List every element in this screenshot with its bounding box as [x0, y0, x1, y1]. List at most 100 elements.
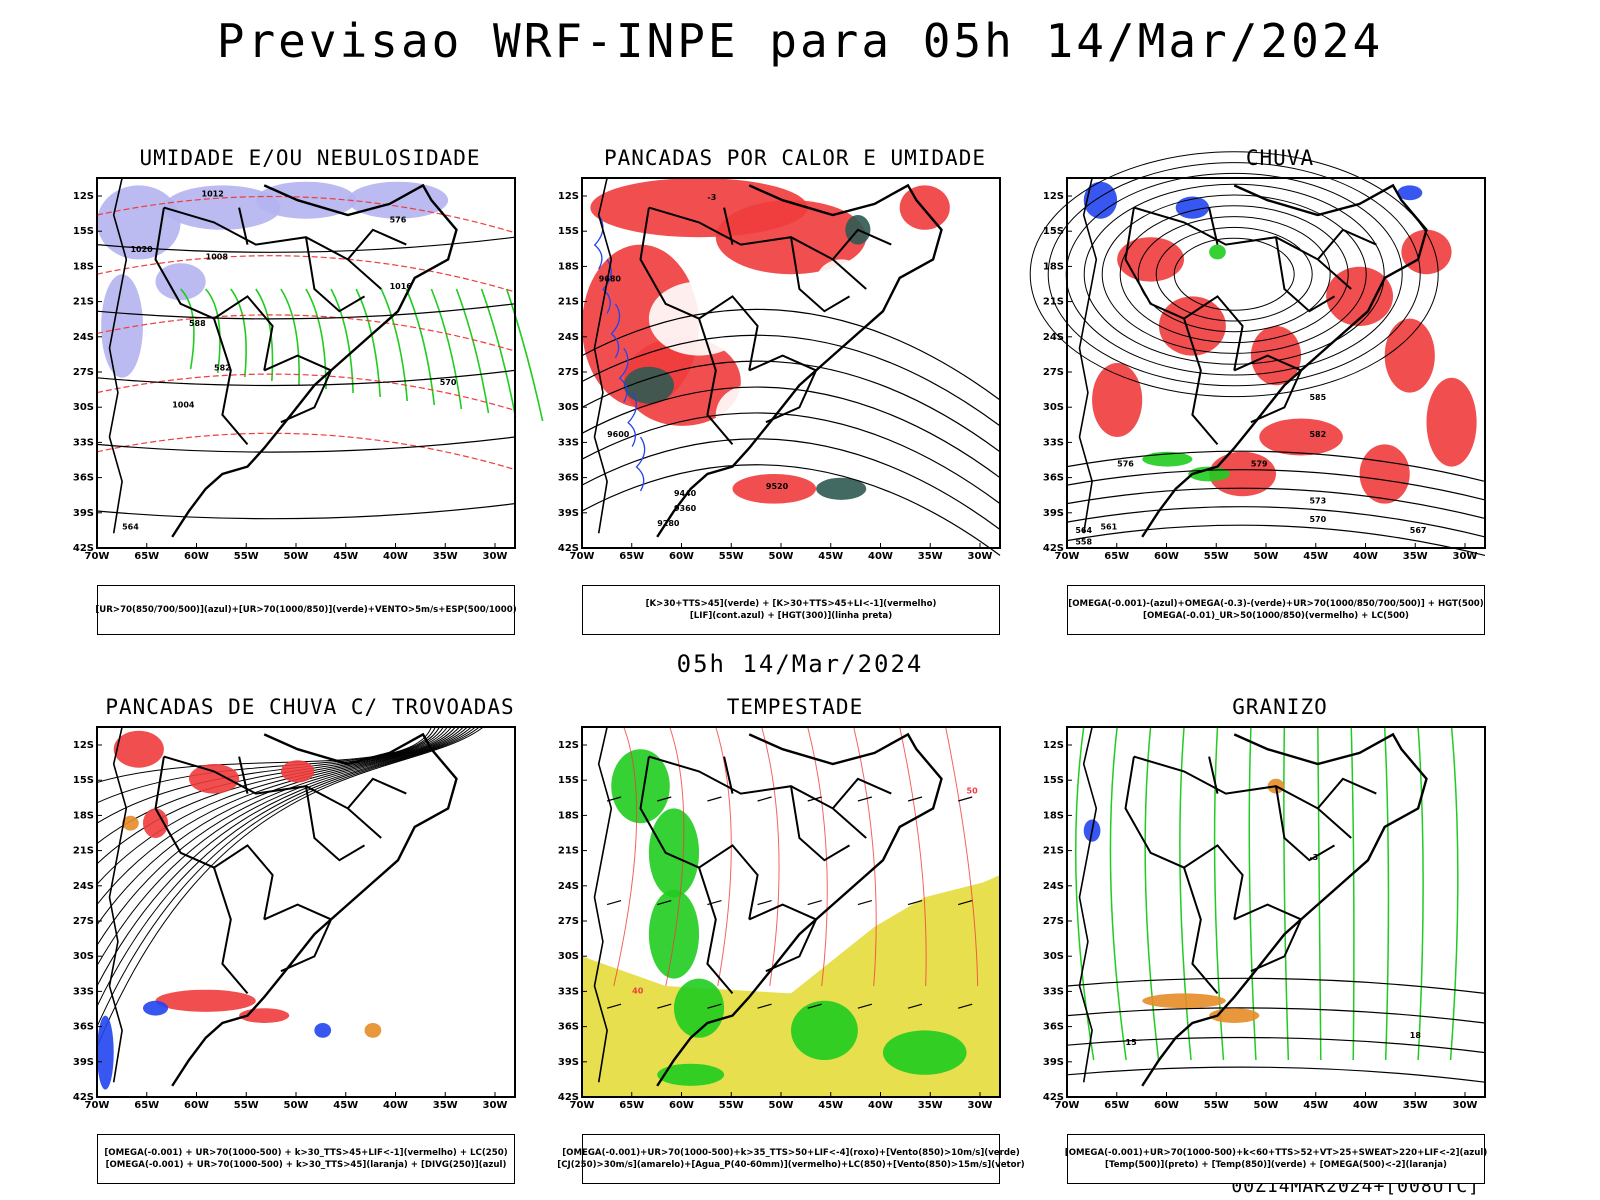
temp-850-contour [1449, 726, 1459, 1061]
thunder-orange-area [122, 815, 139, 831]
legend-line: [UR>70(850/700/500)](azul)+[UR>70(1000/8… [95, 605, 517, 615]
lat-tick-label: 30S [73, 951, 94, 962]
lat-tick-label: 12S [73, 191, 94, 202]
country-border [1275, 786, 1336, 862]
instability-red-area [732, 474, 817, 504]
lat-tick-label: 33S [73, 437, 94, 448]
contour-label: 9600 [607, 430, 630, 439]
lifted-index-contour [627, 392, 637, 447]
lat-tick-label: 15S [558, 226, 579, 237]
lon-tick-label: 60W [1154, 1100, 1179, 1111]
lon-tick-label: 55W [234, 551, 259, 562]
lon-tick-label: 50W [1254, 1100, 1279, 1111]
lat-tick-label: 36S [1043, 473, 1064, 484]
lon-tick-label: 65W [134, 1100, 159, 1111]
rain-red-area [1092, 363, 1143, 437]
lat-tick-label: 36S [73, 1022, 94, 1033]
lon-tick-label: 70W [1055, 551, 1080, 562]
wind-vector [657, 900, 672, 906]
precipitable-water-contour [761, 726, 780, 987]
wind-850-green-area [648, 808, 700, 898]
contour-label: 585 [1309, 393, 1326, 402]
lon-tick-label: 35W [918, 1100, 943, 1111]
coastline [656, 732, 943, 1087]
thunder-red-area [155, 989, 256, 1012]
lat-tick-label: 30S [558, 951, 579, 962]
legend-line: [CJ(250)>30m/s](amarelo)+[Agua_P(40-60mm… [557, 1160, 1025, 1170]
lat-tick-label: 18S [73, 810, 94, 821]
lon-tick-label: 30W [1453, 551, 1478, 562]
lat-tick-label: 15S [558, 775, 579, 786]
andes-border [108, 177, 128, 534]
wind-vector [657, 1003, 672, 1009]
clear-area [715, 385, 783, 445]
height-300-contour [581, 412, 1001, 505]
height-500-contour [1066, 469, 1486, 501]
temp-850-contour [1383, 726, 1390, 1061]
lon-tick-label: 35W [1403, 551, 1428, 562]
country-border [648, 755, 867, 839]
precipitable-water-contour [853, 726, 877, 987]
lon-tick-label: 55W [1204, 1100, 1229, 1111]
lat-tick-label: 36S [1043, 1022, 1064, 1033]
thunder-red-area [113, 730, 164, 768]
wind-vector [757, 1003, 772, 1009]
lon-tick-label: 35W [918, 551, 943, 562]
height-300-contour [581, 386, 1001, 479]
contour-label: 570 [440, 378, 457, 387]
panel-title: UMIDADE E/OU NEBULOSIDADE [139, 146, 481, 170]
lat-tick-label: 12S [558, 740, 579, 751]
country-border [1317, 228, 1377, 261]
lat-tick-label: 18S [1043, 810, 1064, 821]
low-humidity-contour [430, 288, 463, 410]
wind-vector [757, 900, 772, 906]
lon-tick-label: 35W [433, 1100, 458, 1111]
lat-tick-label: 27S [73, 916, 94, 927]
lat-tick-label: 15S [73, 775, 94, 786]
wind-vector [707, 796, 722, 802]
rain-red-area [1359, 444, 1410, 504]
country-border [723, 207, 734, 245]
lat-tick-label: 39S [558, 1057, 579, 1068]
legend-line: [OMEGA(-0.001) + UR>70(1000-500) + k>30_… [105, 1160, 507, 1170]
pressure-isobar [96, 236, 516, 253]
coastline [1141, 732, 1428, 1087]
low-humidity-contour [180, 288, 195, 370]
omega-orange-area [1142, 993, 1226, 1009]
country-border [263, 354, 333, 424]
lat-tick-label: 36S [73, 473, 94, 484]
country-border [723, 756, 734, 794]
country-border [1208, 756, 1219, 794]
lat-tick-label: 27S [558, 916, 579, 927]
panel-hail: GRANIZO -3 15 18 12S 15S 18S 21S 24S 27S 30S 33S 36… [1043, 695, 1515, 1184]
panel-thunderstorm-showers: PANCADAS DE CHUVA C/ TROVOADAS 12S 15S 18S… [73, 695, 545, 1184]
andes-border [1078, 177, 1098, 534]
low-humidity-contour [205, 288, 221, 374]
lat-tick-label: 39S [1043, 508, 1064, 519]
lat-tick-label: 18S [1043, 261, 1064, 272]
lon-tick-label: 65W [619, 1100, 644, 1111]
wind-850-green-area [882, 1030, 967, 1075]
andes-border [1078, 726, 1098, 1083]
streamline-250 [96, 726, 484, 1048]
andes-border [593, 726, 613, 1083]
contour-label: 576 [390, 215, 407, 224]
lon-tick-label: 45W [333, 551, 358, 562]
wind-850-green-area [657, 1063, 725, 1086]
contour-label: 558 [1075, 537, 1092, 546]
lat-tick-label: 27S [1043, 916, 1064, 927]
country-border [1133, 206, 1352, 290]
height-300-contour [581, 308, 1001, 401]
country-border [790, 237, 851, 313]
instability-green-area [816, 477, 867, 500]
country-border [648, 206, 867, 290]
map-convective-showers: 9680 9600 9520 9440 9360 9280 -3 12S 15S 18S 21S 24… [558, 177, 1001, 562]
rain-red-area [1209, 451, 1276, 497]
contour-label: 570 [1309, 515, 1326, 524]
panel-legend: [OMEGA(-0.001)-(azul)+OMEGA(-0.3)-(verde… [1067, 585, 1485, 635]
wind-vector [807, 1003, 822, 1009]
precipitable-water-contour [899, 726, 927, 987]
contour-label: -3 [707, 193, 716, 202]
legend-line: [K>30+TTS>45](verde) + [K>30+TTS>45+LI<-… [645, 599, 937, 609]
country-border [639, 756, 759, 920]
